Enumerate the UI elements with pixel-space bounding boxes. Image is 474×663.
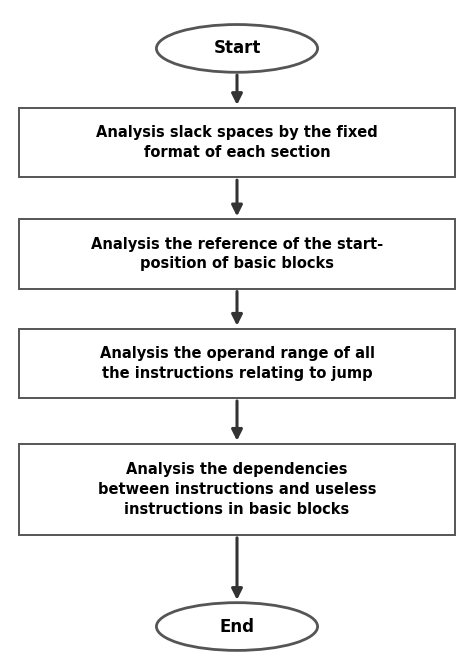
- Ellipse shape: [156, 603, 318, 650]
- FancyBboxPatch shape: [19, 328, 455, 398]
- FancyBboxPatch shape: [19, 107, 455, 177]
- FancyBboxPatch shape: [19, 444, 455, 535]
- Text: End: End: [219, 617, 255, 636]
- Text: Analysis slack spaces by the fixed
format of each section: Analysis slack spaces by the fixed forma…: [96, 125, 378, 160]
- FancyBboxPatch shape: [19, 219, 455, 289]
- Text: Analysis the operand range of all
the instructions relating to jump: Analysis the operand range of all the in…: [100, 346, 374, 381]
- Text: Analysis the dependencies
between instructions and useless
instructions in basic: Analysis the dependencies between instru…: [98, 462, 376, 516]
- Ellipse shape: [156, 25, 318, 72]
- Text: Analysis the reference of the start-
position of basic blocks: Analysis the reference of the start- pos…: [91, 237, 383, 271]
- Text: Start: Start: [213, 39, 261, 58]
